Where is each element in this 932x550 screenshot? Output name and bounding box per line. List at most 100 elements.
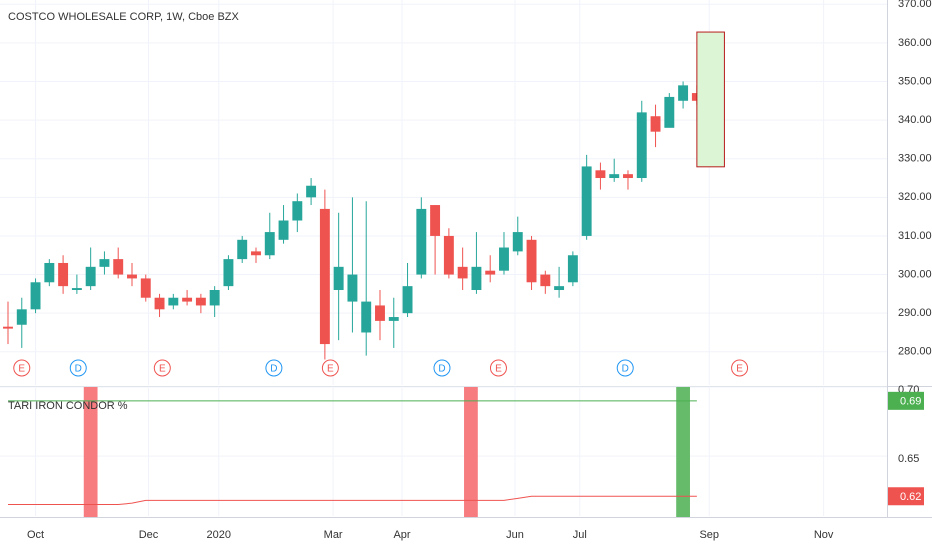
signal-band [83,387,98,517]
y-tick-label: 320.00 [898,191,932,203]
candle-body [195,297,206,306]
signal-band [464,387,478,517]
candle-body [650,116,661,132]
candle-body [30,282,41,310]
candle-body [499,247,509,271]
candle-body [457,266,468,279]
y-tick-label: 290.00 [898,307,932,319]
y-tick-label: 300.00 [898,268,932,280]
x-tick-label: Oct [27,529,44,541]
event-marker [731,359,749,377]
event-label: D [438,364,445,375]
event-marker [321,359,339,377]
candle-body [209,290,220,306]
x-tick-label: Dec [139,529,159,541]
candle-body [85,266,96,287]
y-tick-label: 360.00 [898,37,932,49]
event-label: D [622,364,629,375]
candle-body [485,270,496,275]
y-tick-label: 0.65 [898,453,919,465]
event-marker [13,359,31,377]
last-value-box [888,487,924,506]
candle-body [182,297,193,302]
event-marker [616,359,634,377]
candle-body [567,255,578,283]
candle-body [127,274,137,279]
y-tick-label: 310.00 [898,230,932,242]
candle-body [416,208,427,275]
y-tick-label: 280.00 [898,346,932,358]
x-tick-label: Jun [506,529,524,541]
event-label: E [159,364,166,375]
chart-title: COSTCO WHOLESALE CORP, 1W, Cboe BZX [8,11,240,23]
candle-body [443,235,454,275]
candle-body [361,301,372,333]
x-tick-label: 2020 [207,529,231,541]
candle-body [554,286,565,291]
candle-body [319,208,330,345]
candle-body [168,297,179,306]
candle-body [58,262,69,287]
candle-body [402,286,413,314]
candle-body [581,166,592,236]
candle-body [3,326,13,329]
candle-body [292,201,303,221]
candle-body [347,274,358,302]
candle-body [664,96,675,128]
indicator-title: TARI IRON CONDOR % [8,400,128,412]
candle-body [512,232,523,252]
candle-body [306,185,317,198]
event-label: E [736,364,743,375]
candle-body [595,170,606,179]
candle-body [71,288,82,291]
candle-body [540,274,551,287]
candle-body [251,251,261,256]
last-value-box [888,391,924,410]
x-tick-label: Sep [699,529,719,541]
candle-body [264,232,275,256]
candle-body [99,259,110,267]
event-marker [69,359,87,377]
candle-body [223,259,234,287]
signal-band [676,387,690,517]
y-tick-label: 340.00 [898,114,932,126]
candle-body [16,309,27,325]
candle-body [333,266,344,291]
candle-body [113,259,124,275]
candle-body [237,239,248,260]
candle-body [388,317,399,321]
candle-body [375,305,385,321]
candle-body [278,220,289,240]
event-label: E [18,364,25,375]
x-tick-label: Apr [393,529,410,541]
candle-body [526,239,537,283]
y-tick-label: 350.00 [898,75,932,87]
x-tick-label: Jul [573,529,587,541]
event-marker [153,359,171,377]
event-label: D [270,364,277,375]
candle-body [678,85,689,101]
indicator-line [7,495,697,506]
last-value-label: 0.62 [900,491,921,503]
candle-body [44,262,55,283]
y-tick-label: 370.00 [898,0,932,10]
y-tick-label: 330.00 [898,153,932,165]
candle-body [636,112,647,179]
event-label: E [495,364,502,375]
projection-box [696,31,725,168]
candle-body [609,174,620,179]
event-marker [433,359,451,377]
event-label: E [327,364,334,375]
candle-body [140,278,151,298]
candle-body [623,174,633,179]
candle-body [430,205,441,236]
event-marker [489,359,507,377]
candle-body [154,297,165,310]
candle-body [471,266,482,291]
x-tick-label: Mar [324,529,343,541]
event-label: D [75,364,82,375]
last-value-label: 0.69 [900,396,921,408]
event-marker [265,359,283,377]
